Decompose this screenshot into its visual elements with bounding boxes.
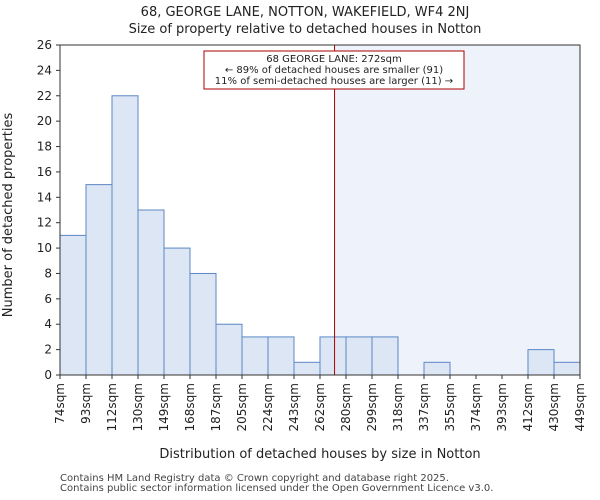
x-tick-label-299sqm: 299sqm xyxy=(365,383,379,431)
x-tick-label-280sqm: 280sqm xyxy=(339,383,353,431)
x-tick-label-412sqm: 412sqm xyxy=(521,383,535,431)
bar-112sqm xyxy=(111,95,139,376)
y-tick-label-24: 24 xyxy=(37,63,52,77)
y-tick-label-14: 14 xyxy=(37,190,52,204)
x-axis-title: Distribution of detached houses by size … xyxy=(159,447,480,462)
x-tick-label-393sqm: 393sqm xyxy=(495,383,509,431)
y-tick-label-20: 20 xyxy=(37,114,52,128)
y-tick-label-16: 16 xyxy=(37,165,52,179)
annotation-line1: 68 GEORGE LANE: 272sqm xyxy=(266,54,401,65)
highlight-region xyxy=(334,45,580,375)
x-tick-label-187sqm: 187sqm xyxy=(209,383,223,431)
y-tick-label-10: 10 xyxy=(37,241,52,255)
x-tick-label-205sqm: 205sqm xyxy=(235,383,249,431)
x-tick-label-243sqm: 243sqm xyxy=(287,383,301,431)
y-tick-label-12: 12 xyxy=(37,216,52,230)
y-tick-label-22: 22 xyxy=(37,89,52,103)
x-tick-label-337sqm: 337sqm xyxy=(417,383,431,431)
x-tick-label-318sqm: 318sqm xyxy=(391,383,405,431)
x-tick-label-224sqm: 224sqm xyxy=(261,383,275,431)
annotation-line3: 11% of semi-detached houses are larger (… xyxy=(215,76,453,87)
footer-line1: Contains HM Land Registry data © Crown c… xyxy=(60,473,449,484)
annotation-line2: ← 89% of detached houses are smaller (91… xyxy=(225,65,443,76)
bar-93sqm xyxy=(85,184,113,376)
y-tick-label-0: 0 xyxy=(44,368,52,382)
y-tick-label-8: 8 xyxy=(44,266,52,280)
bar-205sqm xyxy=(241,336,269,376)
y-tick-label-4: 4 xyxy=(44,317,52,331)
bar-130sqm xyxy=(137,209,165,376)
footer-line2: Contains public sector information licen… xyxy=(60,483,494,494)
x-tick-label-430sqm: 430sqm xyxy=(547,383,561,431)
bar-262sqm xyxy=(319,336,347,376)
bar-430sqm xyxy=(553,361,581,376)
x-tick-label-262sqm: 262sqm xyxy=(313,383,327,431)
x-tick-label-149sqm: 149sqm xyxy=(157,383,171,431)
y-tick-label-18: 18 xyxy=(37,140,52,154)
x-tick-label-74sqm: 74sqm xyxy=(53,383,67,424)
y-tick-label-26: 26 xyxy=(37,38,52,52)
bar-74sqm xyxy=(59,234,87,376)
bar-280sqm xyxy=(345,336,373,376)
bar-168sqm xyxy=(189,272,217,376)
annotation-box xyxy=(203,50,465,90)
x-tick-label-112sqm: 112sqm xyxy=(105,383,119,431)
bar-243sqm xyxy=(293,361,321,376)
y-axis-title: Number of detached properties xyxy=(1,113,16,318)
x-tick-label-130sqm: 130sqm xyxy=(131,383,145,431)
chart-title-line1: 68, GEORGE LANE, NOTTON, WAKEFIELD, WF4 … xyxy=(141,5,470,20)
bar-299sqm xyxy=(371,336,399,376)
chart-title-line2: Size of property relative to detached ho… xyxy=(129,22,482,37)
bar-187sqm xyxy=(215,323,243,376)
property-annotation: 68 GEORGE LANE: 272sqm ← 89% of detached… xyxy=(203,50,465,90)
bar-224sqm xyxy=(267,336,295,376)
x-tick-label-449sqm: 449sqm xyxy=(573,383,587,431)
bar-337sqm xyxy=(423,361,451,376)
y-tick-label-2: 2 xyxy=(44,343,52,357)
bar-149sqm xyxy=(163,247,191,376)
x-tick-label-355sqm: 355sqm xyxy=(443,383,457,431)
x-tick-label-374sqm: 374sqm xyxy=(469,383,483,431)
x-tick-label-93sqm: 93sqm xyxy=(79,383,93,424)
bar-412sqm xyxy=(527,349,555,376)
x-tick-label-168sqm: 168sqm xyxy=(183,383,197,431)
y-tick-label-6: 6 xyxy=(44,292,52,306)
